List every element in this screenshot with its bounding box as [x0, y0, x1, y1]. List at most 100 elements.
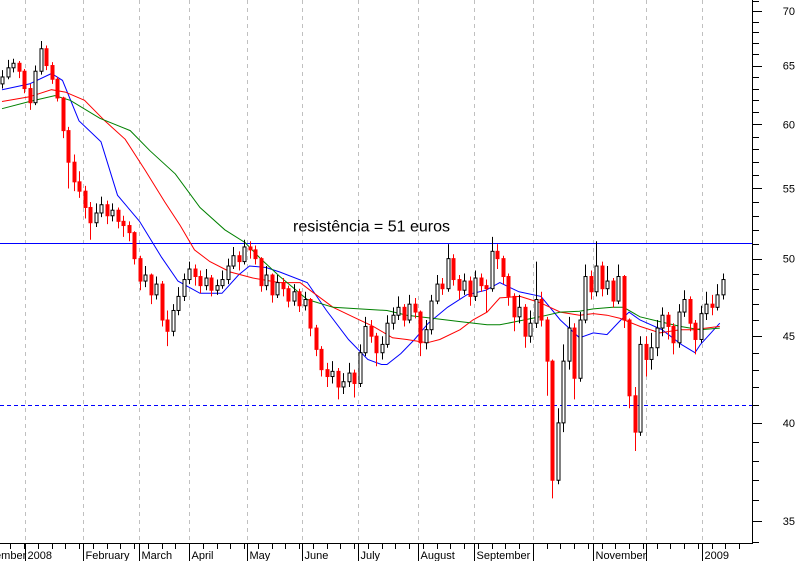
candle-body	[341, 381, 346, 388]
candle-down	[319, 346, 324, 377]
candle-body	[589, 276, 594, 293]
candle-down	[281, 278, 286, 297]
candle-up	[231, 246, 236, 270]
candle-body	[451, 258, 456, 281]
candle-body	[369, 325, 374, 337]
candle-up	[380, 336, 385, 360]
candle-body	[583, 276, 588, 321]
candle-down	[501, 255, 506, 285]
month-gridlines	[25, 0, 703, 543]
candle-body	[413, 303, 418, 313]
candle-up	[330, 361, 335, 384]
candle-down	[418, 310, 423, 357]
candle-down	[413, 297, 418, 319]
candle-body	[336, 370, 341, 388]
candle-body	[138, 258, 143, 282]
candle-body	[286, 288, 291, 302]
candle-body	[275, 282, 280, 296]
candle-up	[528, 310, 533, 343]
candle-down	[83, 185, 88, 219]
candle-body	[22, 70, 27, 90]
candle-down	[688, 296, 693, 332]
candle-body	[501, 258, 506, 278]
candle-body	[660, 314, 665, 329]
candle-body	[352, 372, 357, 384]
candle-down	[468, 276, 473, 306]
x-tick-label: March	[142, 550, 173, 561]
candle-body	[231, 255, 236, 267]
x-tick-label: May	[250, 550, 271, 561]
candle-body	[655, 327, 660, 349]
candle-up	[110, 203, 115, 222]
candle-down	[116, 207, 121, 229]
candle-body	[567, 327, 572, 362]
candle-down	[550, 359, 555, 499]
candle-up	[33, 65, 38, 106]
candle-body	[242, 246, 247, 263]
x-tick-label: June	[305, 550, 329, 561]
horizontal-levels: resistência = 51 euros	[0, 219, 752, 406]
candle-down	[209, 275, 214, 297]
candle-up	[242, 239, 247, 265]
candle-body	[440, 283, 445, 290]
candle-body	[424, 329, 429, 344]
candle-up	[704, 291, 709, 321]
candle-down	[512, 293, 517, 332]
candle-up	[6, 59, 11, 80]
candle-body	[688, 299, 693, 324]
candle-up	[182, 273, 187, 302]
candle-up	[682, 290, 687, 317]
candle-up	[385, 315, 390, 348]
candle-up	[556, 408, 561, 485]
candle-body	[644, 343, 649, 360]
candle-body	[308, 299, 313, 329]
candle-down	[270, 273, 275, 303]
candle-down	[710, 294, 715, 316]
candle-body	[303, 299, 308, 307]
candle-down	[193, 264, 198, 286]
candle-down	[440, 278, 445, 295]
candle-body	[209, 277, 214, 291]
x-tick-label: December	[0, 550, 27, 561]
candle-body	[671, 325, 676, 344]
candle-body	[495, 250, 500, 260]
candle-up	[0, 70, 5, 89]
candle-down	[127, 221, 132, 242]
y-tick-label: 60	[783, 119, 795, 131]
candle-up	[429, 294, 434, 335]
candle-up	[435, 275, 440, 305]
candle-up	[616, 264, 621, 305]
candle-body	[77, 181, 82, 192]
candle-up	[534, 261, 539, 329]
candle-down	[253, 245, 258, 265]
candle-body	[385, 322, 390, 345]
candle-body	[176, 295, 181, 311]
candle-body	[704, 303, 709, 315]
candle-body	[578, 319, 583, 379]
candle-down	[88, 202, 93, 240]
candle-body	[171, 309, 176, 332]
candle-body	[116, 209, 121, 222]
candle-up	[578, 312, 583, 382]
candle-down	[622, 275, 627, 329]
candle-body	[633, 395, 638, 433]
candle-body	[127, 225, 132, 234]
candle-down	[523, 304, 528, 348]
candle-down	[545, 316, 550, 396]
candle-down	[484, 279, 489, 313]
candle-body	[391, 314, 396, 324]
y-tick-label: 70	[783, 6, 795, 18]
candle-body	[594, 265, 599, 293]
candle-up	[715, 284, 720, 311]
candle-down	[627, 318, 632, 409]
candles	[0, 41, 726, 499]
candle-body	[215, 285, 220, 291]
candle-down	[105, 200, 110, 225]
candle-up	[583, 264, 588, 324]
x-tick-label: 2009	[705, 550, 729, 561]
candle-body	[512, 295, 517, 318]
candle-down	[77, 171, 82, 198]
candle-body	[88, 206, 93, 224]
candle-up	[171, 304, 176, 337]
